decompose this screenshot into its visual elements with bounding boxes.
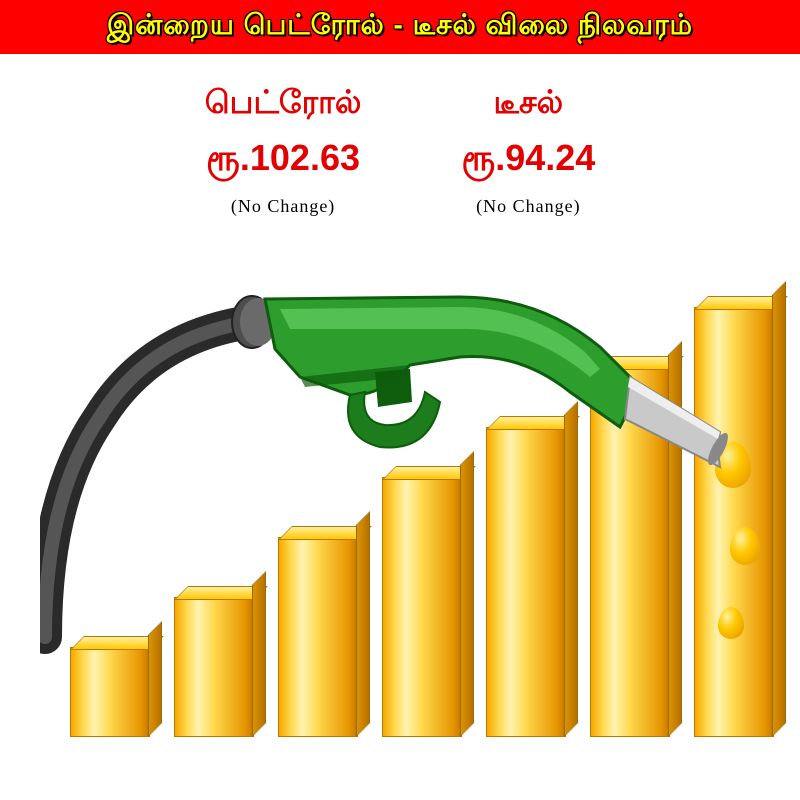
chart-area <box>0 227 800 757</box>
page-title: இன்றைய பெட்ரோல் - டீசல் விலை நிலவரம் <box>107 9 693 45</box>
petrol-block: பெட்ரோல் ரூ.102.63 (No Change) <box>205 84 362 217</box>
fuel-nozzle-icon <box>40 257 740 657</box>
diesel-block: டீசல் ரூ.94.24 (No Change) <box>461 84 595 217</box>
price-row: பெட்ரோல் ரூ.102.63 (No Change) டீசல் ரூ.… <box>0 54 800 217</box>
bar-0 <box>70 647 150 737</box>
header-bar: இன்றைய பெட்ரோல் - டீசல் விலை நிலவரம் <box>0 0 800 54</box>
diesel-label: டீசல் <box>461 84 595 125</box>
petrol-price: ரூ.102.63 <box>205 137 362 184</box>
petrol-status: (No Change) <box>205 196 362 217</box>
petrol-label: பெட்ரோல் <box>205 84 362 125</box>
diesel-price: ரூ.94.24 <box>461 137 595 184</box>
diesel-status: (No Change) <box>461 196 595 217</box>
